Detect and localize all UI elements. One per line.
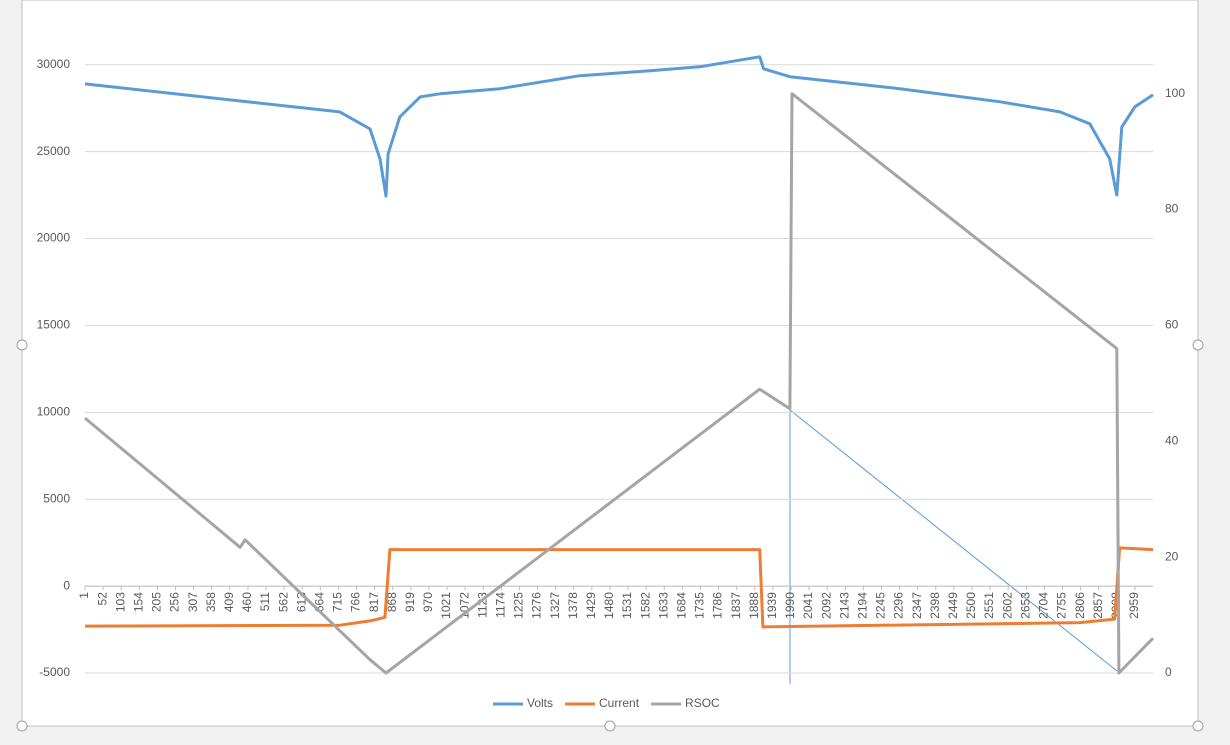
y-tick-label: 10000: [37, 404, 71, 418]
x-tick-label: 817: [367, 592, 381, 612]
legend-label: RSOC: [685, 696, 720, 710]
x-tick-label: 205: [150, 592, 164, 612]
y2-tick-label: 60: [1165, 318, 1179, 332]
x-tick-label: 868: [385, 592, 399, 612]
y-tick-label: 15000: [37, 318, 71, 332]
x-tick-label: 460: [240, 592, 254, 612]
x-tick-label: 2143: [837, 592, 851, 619]
series-line: [84, 92, 1155, 675]
x-tick-label: 2755: [1055, 592, 1069, 619]
legend-label: Current: [599, 696, 640, 710]
x-tick-label: 154: [131, 592, 145, 612]
x-tick-label: 1276: [530, 592, 544, 619]
x-tick-label: 2857: [1091, 592, 1105, 619]
x-tick-label: 1786: [711, 592, 725, 619]
handles: [16, 339, 1204, 732]
x-tick-label: 1582: [638, 592, 652, 619]
y2-tick-label: 0: [1165, 665, 1172, 679]
x-tick-label: 1531: [620, 592, 634, 619]
y2-tick-label: 20: [1165, 549, 1179, 563]
drawn-line: [789, 409, 1118, 672]
x-tick-label: 2449: [946, 592, 960, 619]
x-tick-label: 2398: [928, 592, 942, 619]
x-tick-label: 2296: [892, 592, 906, 619]
series-line: [84, 546, 1154, 629]
x-tick-label: 2092: [819, 592, 833, 619]
x-tick-label: 919: [403, 592, 417, 612]
y-tick-label: -5000: [39, 665, 70, 679]
x-tick-label: 511: [258, 592, 272, 611]
x-tick-label: 2653: [1018, 592, 1032, 619]
x-tick-label: 52: [95, 592, 109, 606]
x-tick-label: 2041: [801, 592, 815, 619]
x-tick-label: 2245: [874, 592, 888, 619]
y-tick-label: 5000: [43, 491, 70, 505]
x-tick-label: 1939: [765, 592, 779, 619]
x-tick-label: 2959: [1127, 592, 1141, 619]
x-tick-label: 562: [276, 592, 290, 612]
handle[interactable]: [16, 720, 28, 732]
x-tick-label: 1429: [584, 592, 598, 619]
x-tick-label: 307: [186, 592, 200, 612]
x-tick-label: 715: [331, 592, 345, 612]
x-tick-label: 1990: [783, 592, 797, 619]
x-tick-label: 103: [113, 592, 127, 612]
x-tick-label: 970: [421, 592, 435, 612]
x-tick-label: 409: [222, 592, 236, 612]
x-tick-label: 1225: [512, 592, 526, 619]
x-tick-label: 256: [168, 592, 182, 612]
handle[interactable]: [1192, 720, 1204, 732]
x-tick-label: 664: [312, 592, 326, 612]
y-tick-label: 25000: [37, 144, 71, 158]
x-tick-label: 1480: [602, 592, 616, 619]
y2-tick-label: 80: [1165, 202, 1179, 216]
x-tick-label: 1: [77, 592, 91, 599]
x-tick-label: 1378: [566, 592, 580, 619]
x-tick-label: 2347: [910, 592, 924, 619]
x-tick-label: 358: [204, 592, 218, 612]
handle[interactable]: [604, 720, 616, 732]
x-tick-label: 1888: [747, 592, 761, 619]
y-tick-label: 20000: [37, 231, 71, 245]
x-tick-label: 2602: [1000, 592, 1014, 619]
series-line: [84, 55, 1154, 198]
y-tick-label: 30000: [37, 57, 71, 71]
x-tick-label: 766: [349, 592, 363, 612]
x-tick-label: 2551: [982, 592, 996, 619]
handle[interactable]: [1192, 339, 1204, 351]
x-tick-label: 2704: [1037, 592, 1051, 619]
x-tick-label: 1633: [656, 592, 670, 619]
handle[interactable]: [16, 339, 28, 351]
y-tick-label: 0: [63, 578, 70, 592]
x-tick-label: 1735: [693, 592, 707, 619]
x-tick-label: 1837: [729, 592, 743, 619]
x-tick-label: 1327: [548, 592, 562, 619]
y2-tick-label: 100: [1165, 86, 1185, 100]
x-tick-label: 1174: [494, 592, 508, 618]
chart-frame: [21, 0, 1199, 727]
x-tick-label: 2194: [856, 592, 870, 619]
x-tick-label: 1684: [675, 592, 689, 619]
x-tick-label: 2806: [1073, 592, 1087, 619]
x-tick-label: 1021: [439, 592, 453, 619]
legend-label: Volts: [527, 696, 553, 710]
y2-tick-label: 40: [1165, 433, 1179, 447]
x-tick-label: 2500: [964, 592, 978, 619]
